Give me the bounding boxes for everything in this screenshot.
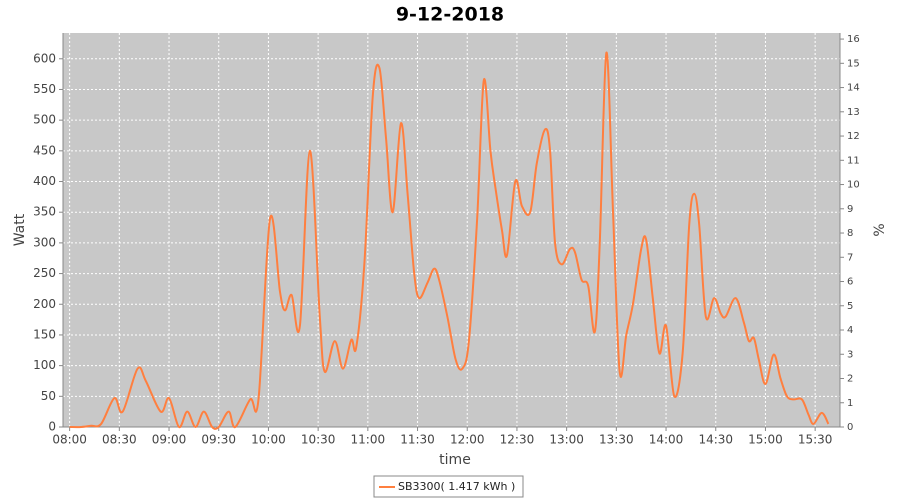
y2-tick-label: 12 [847,131,860,142]
y2-tick-label: 11 [847,155,860,166]
line-series [69,51,830,430]
y2-tick-label: 8 [847,228,853,239]
x-tick-label: 14:30 [698,433,733,447]
x-tick-label: 13:30 [599,433,634,447]
x-axis-title: time [439,452,471,468]
y2-tick-label: 0 [847,422,853,433]
x-tick-label: 15:00 [748,433,783,447]
y2-tick-label: 9 [847,204,853,215]
x-tick-label: 11:00 [351,433,386,447]
y2-axis-title: % [872,223,888,236]
y2-tick-label: 4 [847,325,853,336]
x-tick-label: 11:30 [400,433,435,447]
y2-tick-label: 15 [847,58,860,69]
y2-tick-label: 13 [847,107,860,118]
x-tick-label: 14:00 [649,433,684,447]
plot-area [63,33,840,427]
legend [373,475,524,498]
y-tick-label: 350 [33,205,56,219]
y-tick-label: 550 [33,82,56,96]
x-tick-label: 09:30 [201,433,236,447]
y2-tick-label: 16 [847,34,860,45]
y2-tick-label: 1 [847,398,853,409]
x-tick-label: 13:00 [549,433,584,447]
x-tick-label: 10:30 [301,433,336,447]
x-tick-label: 09:00 [152,433,187,447]
y-tick-label: 300 [33,235,56,249]
y-tick-label: 0 [48,420,56,434]
legend-label: SB3300( 1.417 kWh ) [398,480,515,493]
y-tick-label: 100 [33,358,56,372]
y-tick-label: 600 [33,51,56,65]
x-tick-label: 15:30 [798,433,833,447]
y-tick-label: 500 [33,113,56,127]
y-tick-label: 150 [33,327,56,341]
y-tick-label: 450 [33,143,56,157]
y-tick-label: 400 [33,174,56,188]
y2-tick-label: 14 [847,83,860,94]
x-tick-label: 12:30 [500,433,535,447]
y-tick-label: 50 [41,389,56,403]
y2-tick-label: 10 [847,180,860,191]
y2-tick-label: 5 [847,301,853,312]
y-tick-label: 200 [33,297,56,311]
y2-tick-label: 7 [847,252,853,263]
x-tick-label: 10:00 [251,433,286,447]
x-tick-label: 08:00 [52,433,87,447]
y-axis-title: Watt [12,213,28,246]
x-tick-label: 12:00 [450,433,485,447]
y-tick-label: 250 [33,266,56,280]
y2-tick-label: 2 [847,374,853,385]
x-tick-label: 08:30 [102,433,137,447]
chart-title: 9-12-2018 [396,4,504,26]
y2-tick-label: 3 [847,349,853,360]
y2-tick-label: 6 [847,277,853,288]
